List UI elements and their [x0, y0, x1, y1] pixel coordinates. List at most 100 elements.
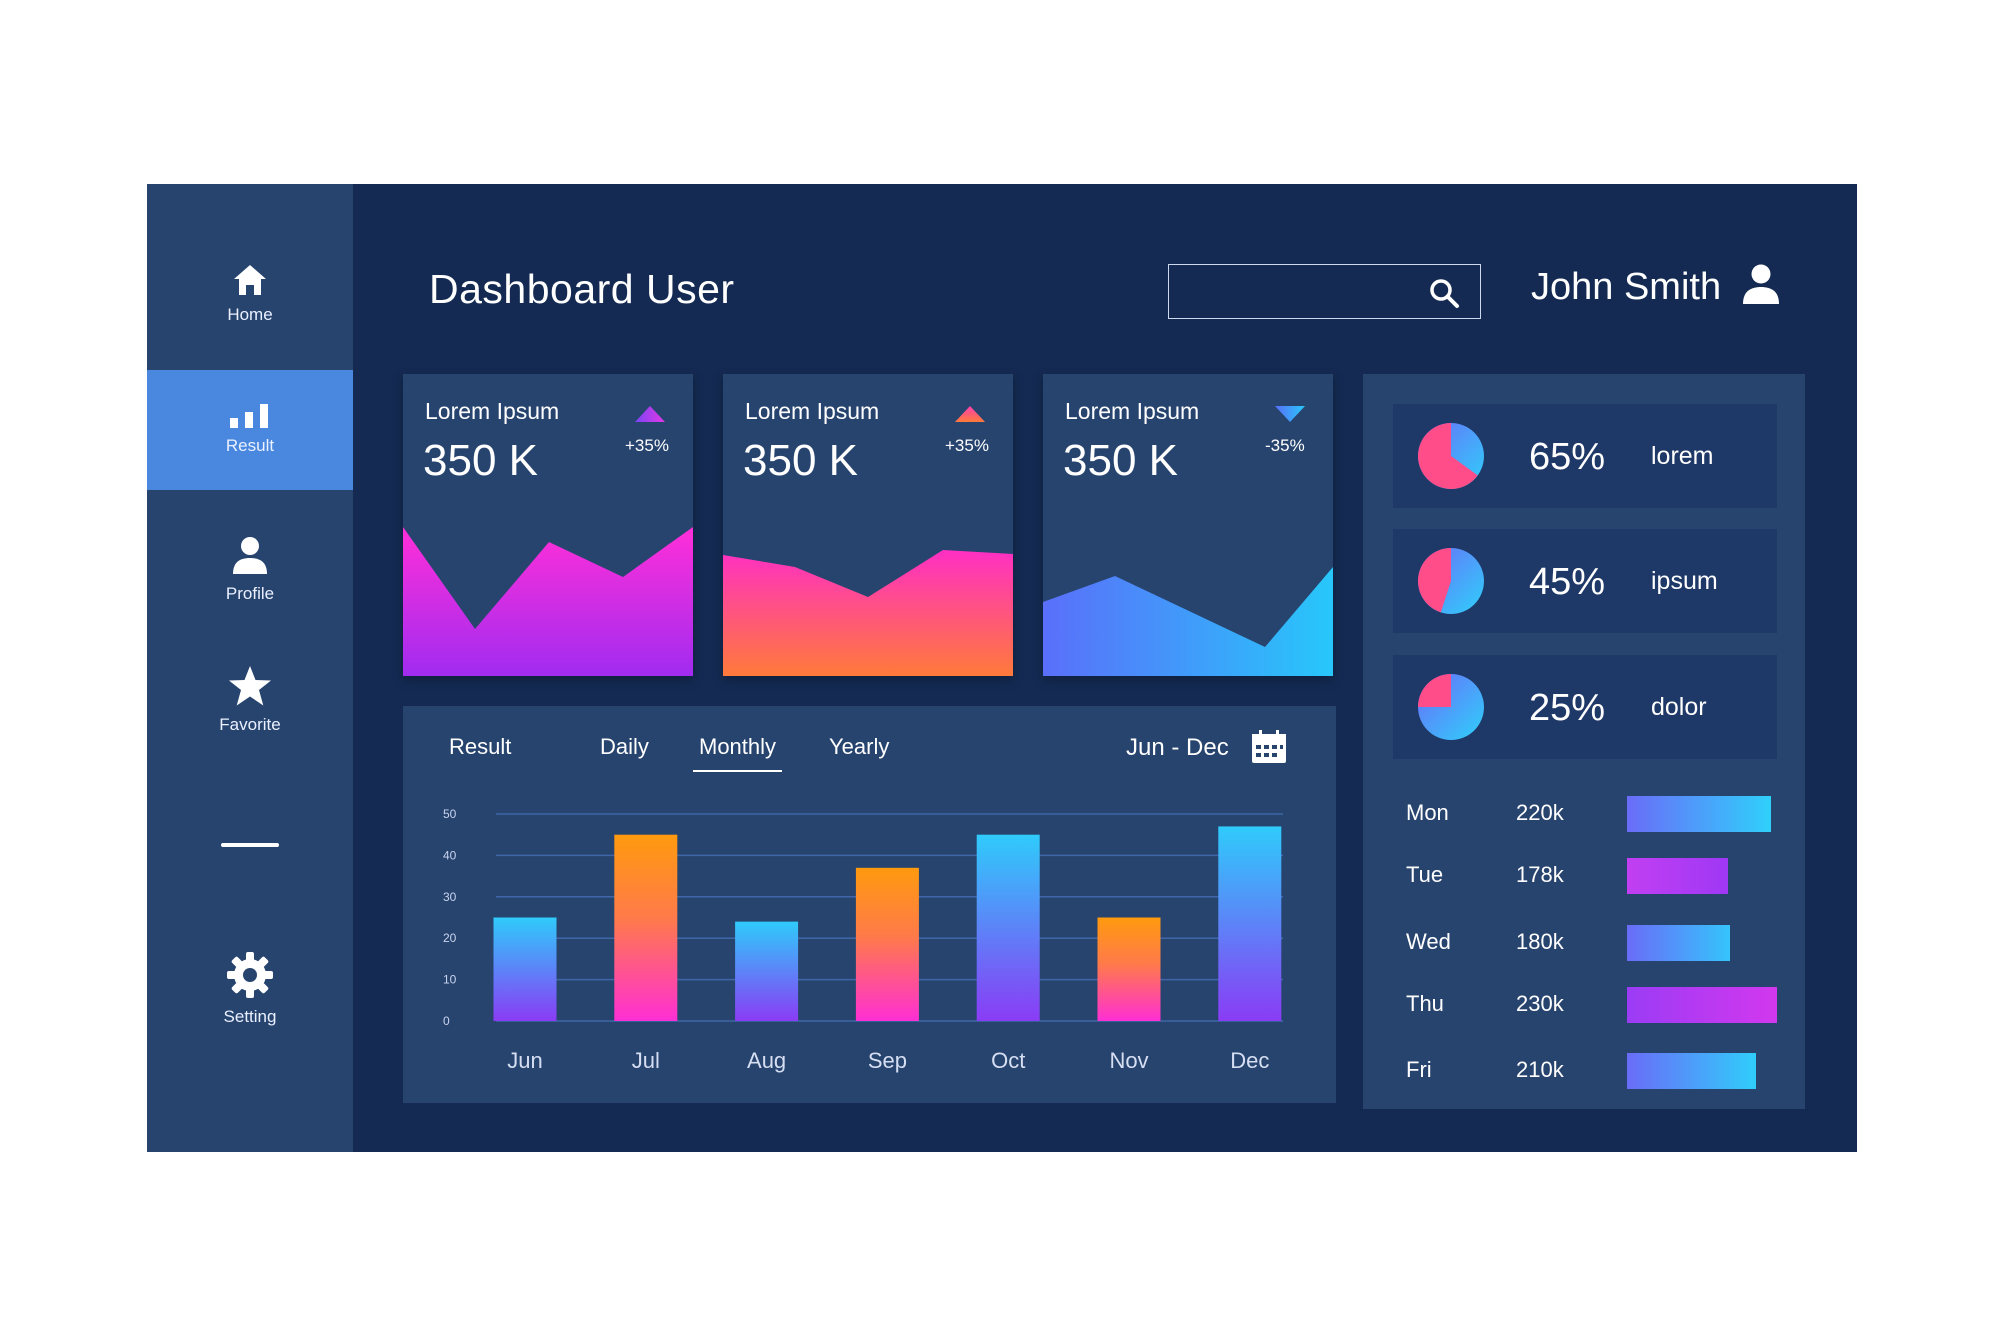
sidebar-item-label: Result [225, 436, 275, 455]
stat-row[interactable]: 25% dolor [1393, 655, 1777, 759]
card-value: 350 K [1063, 436, 1178, 485]
day-bar [1627, 987, 1777, 1023]
sidebar-item-result[interactable]: Result [147, 370, 353, 490]
y-tick-label: 10 [443, 973, 457, 987]
day-value: 178k [1516, 862, 1564, 887]
gear-icon [227, 952, 273, 998]
bar-chart-icon [230, 404, 268, 428]
sidebar-item-label: Home [227, 305, 273, 324]
tab-monthly[interactable]: Monthly [693, 734, 783, 772]
y-tick-label: 30 [443, 890, 457, 904]
day-bar [1627, 796, 1771, 832]
result-label: Result [449, 734, 512, 759]
card-delta: -35% [1265, 436, 1305, 455]
search-input[interactable] [1168, 264, 1481, 319]
stat-percent: 25% [1529, 687, 1606, 729]
card-title: Lorem Ipsum [425, 398, 560, 424]
day-bar [1627, 925, 1730, 961]
card-value: 350 K [743, 436, 858, 485]
stat-label: lorem [1651, 442, 1714, 470]
day-label: Fri [1406, 1057, 1432, 1082]
sidebar: Home Result Profile Favorite [147, 184, 353, 1152]
user-name[interactable]: John Smith [1531, 266, 1722, 308]
trend-up-icon [955, 406, 985, 422]
pie-icon [1418, 674, 1484, 740]
kpi-card-3[interactable]: Lorem Ipsum 350 K -35% [1043, 374, 1333, 676]
sidebar-item-label: Setting [223, 1007, 277, 1026]
calendar-icon[interactable] [1251, 730, 1287, 764]
day-value: 180k [1516, 929, 1564, 954]
y-tick-label: 0 [443, 1014, 450, 1028]
card-title: Lorem Ipsum [745, 398, 880, 424]
card-area-chart [403, 527, 693, 676]
x-tick-label: Jul [632, 1048, 660, 1073]
bar-oct[interactable] [976, 834, 1040, 1021]
y-tick-label: 20 [443, 931, 457, 945]
day-row: Fri 210k [1363, 1051, 1805, 1091]
stat-label: ipsum [1651, 567, 1718, 595]
day-row: Mon 220k [1363, 794, 1805, 834]
sidebar-divider [221, 843, 279, 847]
stat-row[interactable]: 65% lorem [1393, 404, 1777, 508]
sidebar-item-label: Favorite [219, 715, 281, 734]
sidebar-item-profile[interactable]: Profile [147, 520, 353, 620]
x-tick-label: Oct [991, 1048, 1025, 1073]
day-label: Tue [1406, 862, 1444, 887]
result-panel: Result Daily Monthly Yearly Jun - Dec 0 1… [403, 706, 1336, 1103]
day-row: Wed 180k [1363, 923, 1805, 963]
pie-slice [1418, 674, 1451, 707]
day-bar [1627, 1053, 1756, 1089]
stats-panel: 65% lorem 45% ipsum 25% dolor Mon 220k T… [1363, 374, 1805, 1109]
sidebar-item-favorite[interactable]: Favorite [147, 650, 353, 750]
day-bar [1627, 858, 1728, 894]
stat-label: dolor [1651, 693, 1707, 721]
day-value: 210k [1516, 1057, 1564, 1082]
star-icon [229, 666, 271, 706]
day-label: Wed [1406, 929, 1451, 954]
stat-percent: 65% [1529, 436, 1606, 478]
monthly-bar-chart: 0 10 20 30 40 50 Jun Jul Aug Sep Oct Nov Dec [443, 807, 1283, 1073]
pie-slice [1418, 548, 1451, 613]
pie-icon [1418, 423, 1484, 489]
stat-row[interactable]: 45% ipsum [1393, 529, 1777, 633]
search-icon[interactable] [1428, 277, 1460, 309]
card-delta: +35% [625, 436, 669, 455]
bar-nov[interactable] [1097, 917, 1161, 1022]
day-label: Thu [1406, 991, 1444, 1016]
home-icon [234, 265, 266, 295]
tab-daily[interactable]: Daily [600, 734, 649, 759]
day-row: Tue 178k [1363, 856, 1805, 896]
x-tick-label: Sep [868, 1048, 907, 1073]
day-value: 220k [1516, 800, 1564, 825]
day-value: 230k [1516, 991, 1564, 1016]
sidebar-item-home[interactable]: Home [147, 244, 353, 344]
bar-dec[interactable] [1218, 826, 1282, 1021]
kpi-card-1[interactable]: Lorem Ipsum 350 K +35% [403, 374, 693, 676]
x-tick-label: Dec [1230, 1048, 1269, 1073]
sidebar-item-setting[interactable]: Setting [147, 934, 353, 1044]
bar-aug[interactable] [735, 921, 799, 1021]
pie-icon [1418, 548, 1484, 614]
y-tick-label: 50 [443, 807, 457, 821]
y-tick-label: 40 [443, 848, 457, 862]
x-tick-label: Jun [507, 1048, 542, 1073]
trend-down-icon [1275, 406, 1305, 422]
sidebar-item-label: Profile [225, 584, 275, 603]
x-tick-label: Nov [1109, 1048, 1148, 1073]
trend-up-icon [635, 406, 665, 422]
bar-jul[interactable] [614, 834, 678, 1021]
user-avatar-icon[interactable] [1742, 264, 1780, 306]
bar-jun[interactable] [493, 917, 557, 1022]
card-title: Lorem Ipsum [1065, 398, 1200, 424]
bar-sep[interactable] [855, 867, 919, 1021]
kpi-card-2[interactable]: Lorem Ipsum 350 K +35% [723, 374, 1013, 676]
stat-percent: 45% [1529, 561, 1606, 603]
card-area-chart [723, 550, 1013, 676]
card-value: 350 K [423, 436, 538, 485]
dashboard-window: Home Result Profile Favorite [147, 184, 1857, 1152]
pie-slice [1418, 423, 1478, 489]
day-row: Thu 230k [1363, 985, 1805, 1025]
tab-yearly[interactable]: Yearly [829, 734, 890, 759]
day-label: Mon [1406, 800, 1449, 825]
date-range[interactable]: Jun - Dec [1126, 734, 1229, 761]
